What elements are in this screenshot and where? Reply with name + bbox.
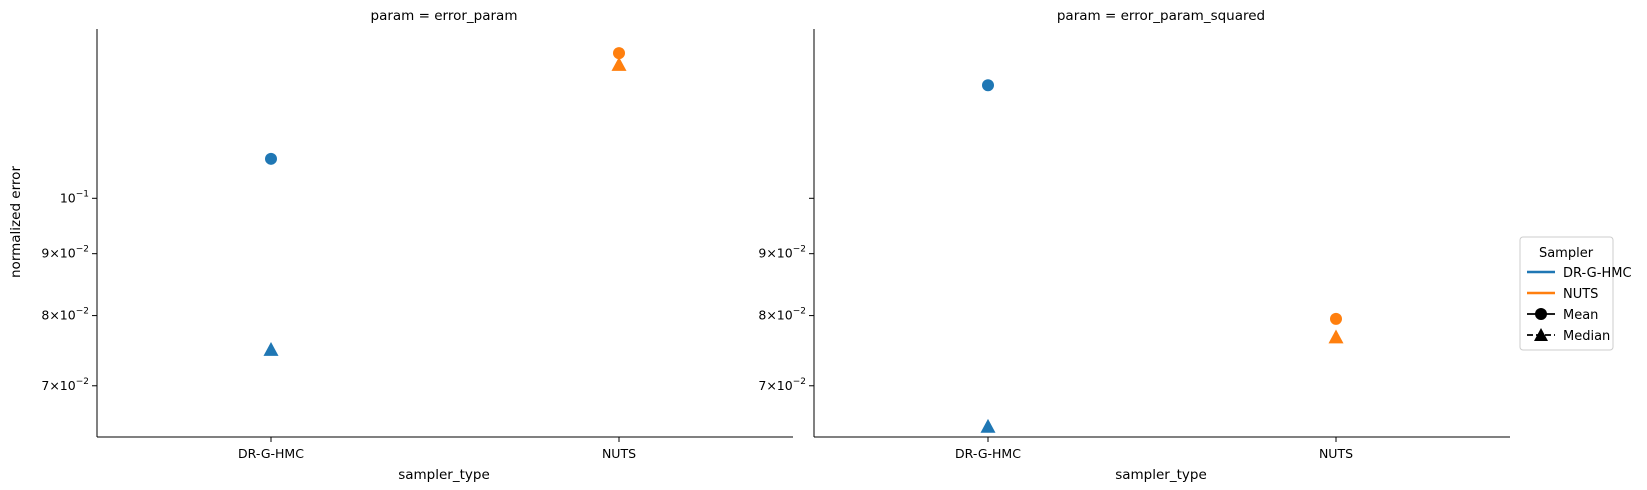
y-tick-mantissa: 9×10 <box>758 246 792 261</box>
y-tick-mantissa: 10 <box>60 190 76 205</box>
mean-point <box>613 47 625 60</box>
x-tick-label: NUTS <box>1319 446 1353 461</box>
y-tick-mantissa: 8×10 <box>41 308 75 323</box>
median-point <box>611 56 627 71</box>
legend-entry: Mean <box>1527 308 1598 323</box>
y-tick-label: 8×10−2 <box>758 307 806 323</box>
y-axis-label: normalized error <box>8 166 24 278</box>
legend: Sampler DR-G-HMC NUTS Mean Median <box>1519 236 1632 351</box>
y-tick-exponent: −2 <box>793 245 806 255</box>
median-point <box>980 418 996 433</box>
legend-title: Sampler <box>1539 246 1594 261</box>
y-tick-exponent: −2 <box>793 307 806 317</box>
legend-label: DR-G-HMC <box>1563 266 1632 281</box>
legend-label: NUTS <box>1563 287 1598 302</box>
y-tick-exponent: −2 <box>76 377 89 387</box>
panel-title: param = error_param_squared <box>1057 8 1265 24</box>
y-tick-mantissa: 8×10 <box>758 308 792 323</box>
panel-title: param = error_param <box>371 8 518 24</box>
legend-triangle-marker <box>1534 328 1548 341</box>
mean-point <box>265 152 277 165</box>
y-tick-exponent: −1 <box>76 189 89 199</box>
legend-label: Median <box>1563 329 1610 344</box>
y-tick-label: 9×10−2 <box>41 245 89 261</box>
y-tick-label: 8×10−2 <box>41 307 89 323</box>
median-point <box>263 342 279 356</box>
panel-error-param: param = error_param 10−19×10−28×10−27×10… <box>41 8 793 483</box>
mean-point <box>1330 312 1342 325</box>
x-tick-label: DR-G-HMC <box>955 446 1021 461</box>
panel-error-param-squared: param = error_param_squared 9×10−28×10−2… <box>758 8 1510 483</box>
y-tick-label: 9×10−2 <box>758 245 806 261</box>
y-tick-mantissa: 7×10 <box>758 378 792 393</box>
y-tick-label: 10−1 <box>60 189 89 205</box>
mean-point <box>982 79 994 92</box>
legend-frame <box>1519 236 1614 351</box>
x-axis-label: sampler_type <box>1115 467 1207 483</box>
legend-label: Mean <box>1563 308 1598 323</box>
x-axis-label: sampler_type <box>398 467 490 483</box>
legend-circle-marker <box>1535 308 1547 320</box>
legend-entry: DR-G-HMC <box>1527 266 1632 281</box>
y-tick-exponent: −2 <box>76 307 89 317</box>
y-tick-exponent: −2 <box>793 377 806 387</box>
median-point <box>1328 329 1344 344</box>
y-tick-label: 7×10−2 <box>41 377 89 393</box>
y-tick-label: 7×10−2 <box>758 377 806 393</box>
y-tick-exponent: −2 <box>76 245 89 255</box>
y-tick-mantissa: 7×10 <box>41 378 75 393</box>
x-tick-label: NUTS <box>602 446 636 461</box>
legend-entry: Median <box>1527 328 1610 344</box>
x-tick-label: DR-G-HMC <box>238 446 304 461</box>
legend-entry: NUTS <box>1527 287 1598 302</box>
y-tick-mantissa: 9×10 <box>41 246 75 261</box>
